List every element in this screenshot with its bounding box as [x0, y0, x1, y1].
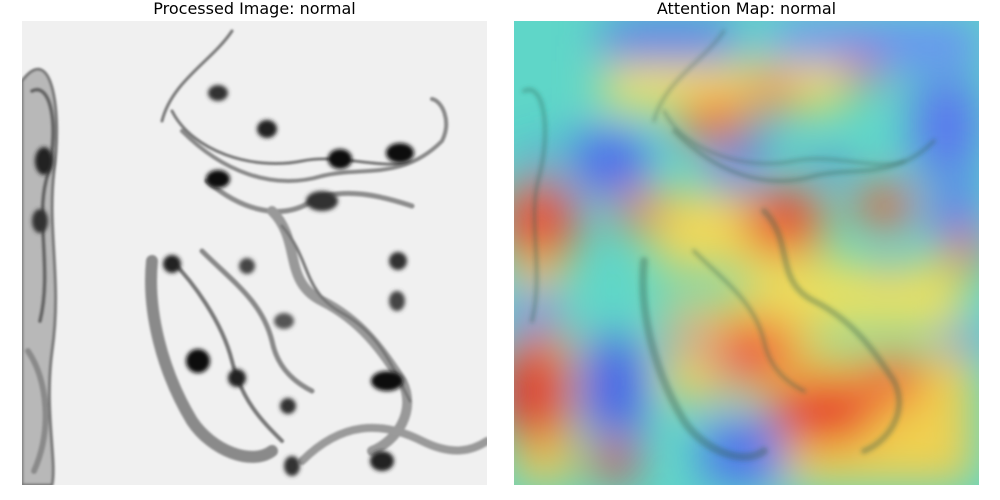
processed-image-title: Processed Image: normal — [153, 0, 356, 18]
attention-map-title: Attention Map: normal — [656, 0, 837, 18]
attention-map-panel: Attention Map: normal — [514, 0, 979, 485]
attention-map — [514, 21, 979, 485]
processed-image — [22, 21, 487, 485]
processed-image-panel: Processed Image: normal — [22, 0, 487, 485]
